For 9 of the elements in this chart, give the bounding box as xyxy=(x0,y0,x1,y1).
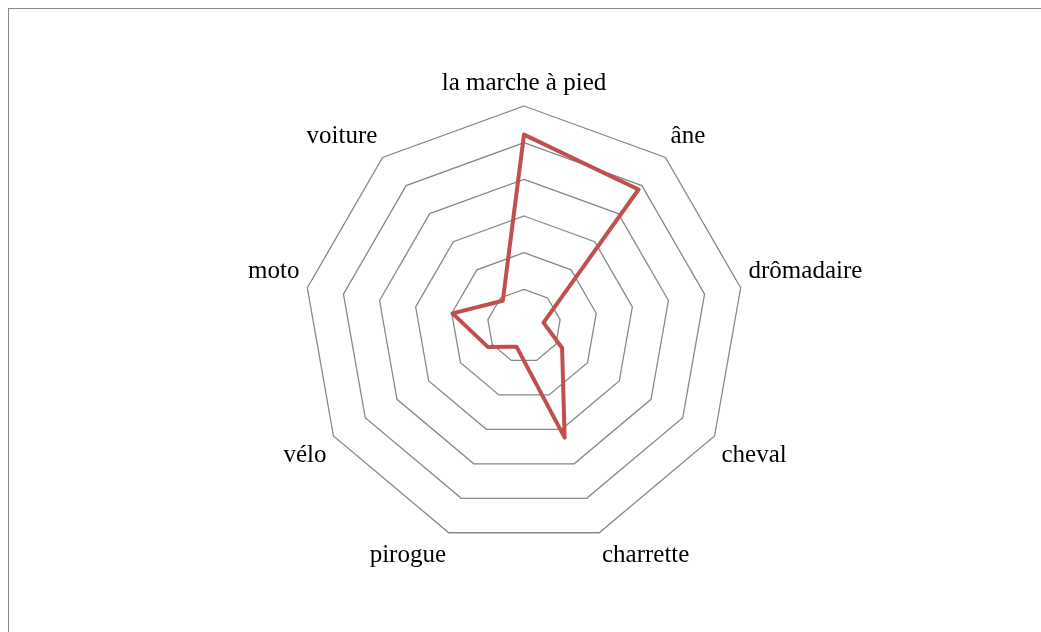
spoke-label: voiture xyxy=(306,120,378,148)
spoke-label: cheval xyxy=(721,439,787,467)
spoke-label: moto xyxy=(248,255,300,283)
spoke-label: drômadaire xyxy=(748,255,863,283)
spoke-label: pirogue xyxy=(369,539,447,567)
spoke-label: âne xyxy=(670,120,706,148)
spoke-label: vélo xyxy=(283,439,327,467)
spoke-label: la marche à pied xyxy=(441,67,607,95)
spoke-label: charrette xyxy=(601,539,690,567)
